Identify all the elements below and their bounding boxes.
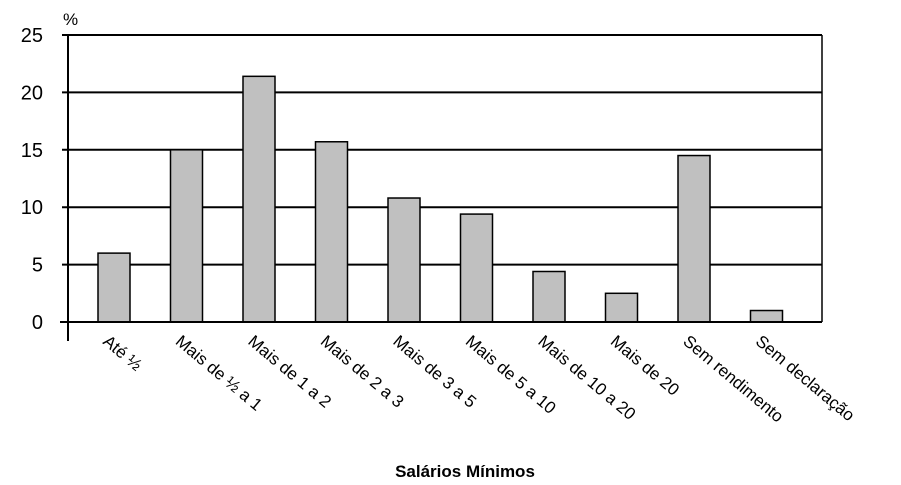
bar xyxy=(387,197,421,323)
bar xyxy=(604,292,639,323)
y-tick-label: 20 xyxy=(21,82,43,104)
x-tick-label: Até ½ xyxy=(99,332,145,375)
y-tick-label: 15 xyxy=(21,140,43,162)
y-tick-labels: 0 5 10 15 20 25 xyxy=(21,25,43,334)
bar xyxy=(242,75,276,323)
y-tick-label: 10 xyxy=(21,197,43,219)
x-axis-label: Salários Mínimos xyxy=(395,462,535,481)
bar xyxy=(169,149,204,323)
bar xyxy=(314,141,349,323)
y-axis-label: % xyxy=(63,10,78,29)
bar xyxy=(677,154,711,323)
x-tick-label: Mais de 20 xyxy=(607,332,683,400)
y-tick-label: 5 xyxy=(32,255,43,277)
bar xyxy=(459,213,494,323)
bar xyxy=(97,252,131,323)
y-tick-label: 0 xyxy=(32,312,43,334)
bar xyxy=(532,270,566,323)
bar xyxy=(749,309,784,323)
y-tick-label: 25 xyxy=(21,25,43,47)
bars xyxy=(97,75,784,323)
axes xyxy=(60,35,823,341)
